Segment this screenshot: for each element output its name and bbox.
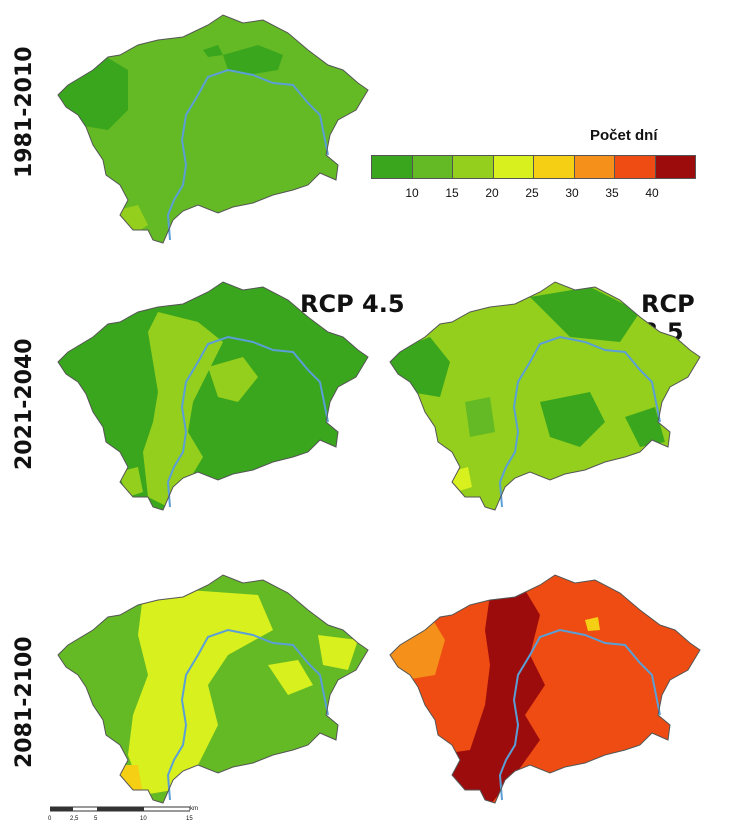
legend-tick-10: 10: [405, 186, 419, 200]
map-2021-2040-rcp85-body: [389, 281, 701, 511]
legend-tick-25: 25: [525, 186, 539, 200]
map3-zone-5: [465, 397, 495, 437]
map4-zone-2: [268, 660, 313, 695]
map4-zone-0: [128, 590, 273, 795]
map5-river: [498, 628, 661, 801]
map1-zone-3: [203, 45, 223, 57]
legend-swatch-7: [655, 156, 695, 178]
scenario-label-rcp45: RCP 4.5: [300, 290, 405, 318]
legend-swatch-4: [534, 156, 575, 178]
map-2081-2100-rcp45-body: [57, 574, 369, 804]
legend-tick-30: 30: [565, 186, 579, 200]
legend-color-bar: [371, 155, 696, 179]
map3-zone-1: [530, 287, 640, 342]
legend-swatch-0: [372, 156, 413, 178]
map2-zone-1: [208, 357, 258, 402]
map-2021-2040-rcp45-body: [57, 281, 369, 511]
legend-swatch-3: [493, 156, 534, 178]
map3-river: [498, 335, 661, 508]
map4-river: [166, 628, 329, 801]
map5-zone-2: [585, 617, 600, 631]
map5-zone-1: [435, 590, 545, 803]
map2-river: [166, 335, 329, 508]
map3-zone-3: [625, 407, 665, 447]
scale-bar: [50, 806, 190, 812]
map4-zone-3: [318, 635, 358, 670]
legend-swatch-1: [412, 156, 453, 178]
legend-tick-35: 35: [605, 186, 619, 200]
map3-zone-2: [540, 392, 605, 447]
map1-zone-1: [223, 45, 283, 75]
legend-tick-40: 40: [645, 186, 659, 200]
map-1981-2010-body: [57, 14, 369, 244]
legend-tick-15: 15: [445, 186, 459, 200]
legend-tick-20: 20: [485, 186, 499, 200]
map1-river: [166, 68, 329, 241]
legend-swatch-2: [453, 156, 494, 178]
legend-swatch-5: [574, 156, 615, 178]
map1-zone-0: [58, 55, 128, 130]
map-2081-2100-rcp85-body: [389, 574, 701, 804]
legend-title: Počet dní: [590, 127, 658, 144]
legend-swatch-6: [615, 156, 656, 178]
